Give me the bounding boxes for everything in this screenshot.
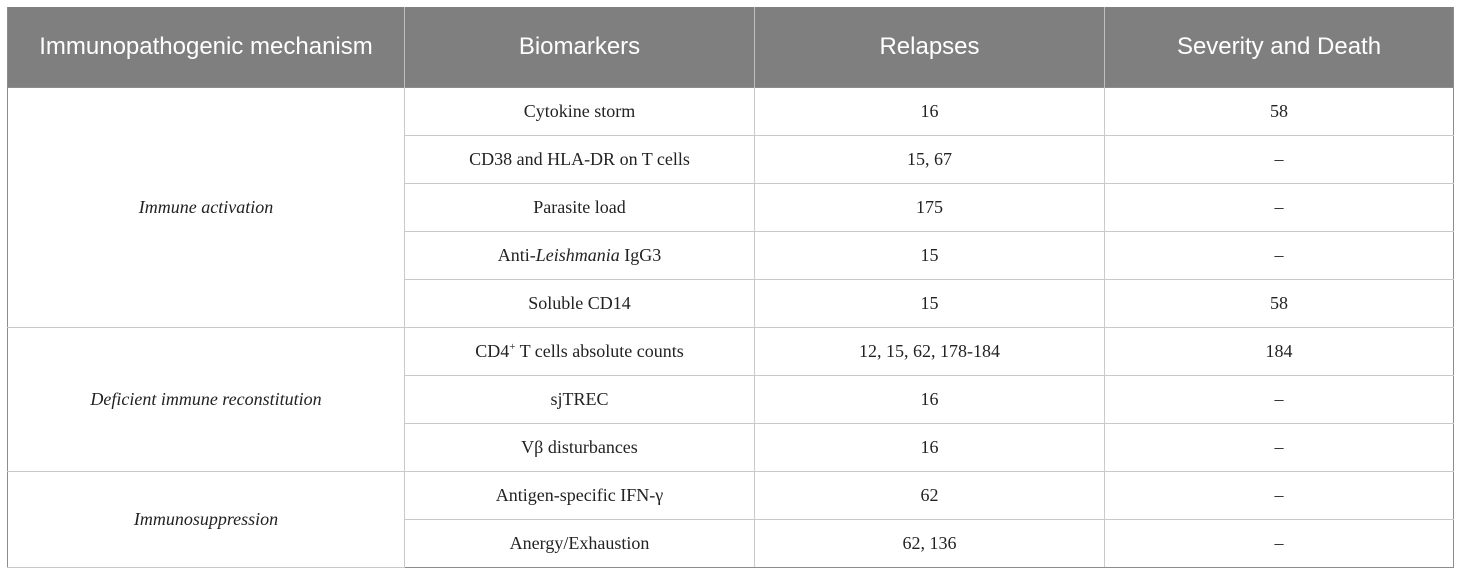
biomarker-cell: CD4+ T cells absolute counts [404, 327, 755, 376]
table-row: sjTREC 16 – [8, 375, 1454, 424]
biomarker-cell: Soluble CD14 [404, 279, 755, 328]
biomarkers-table: Immunopathogenic mechanism Biomarkers Re… [7, 7, 1454, 568]
severity-cell: – [1104, 183, 1454, 232]
relapses-cell: 15 [754, 231, 1105, 280]
relapses-cell: 12, 15, 62, 178-184 [754, 327, 1105, 376]
relapses-cell: 62, 136 [754, 519, 1105, 568]
mechanism-cell: Immunosuppression [7, 471, 405, 568]
biomarker-prefix: Anti- [497, 245, 536, 265]
mechanism-cell: Immune activation [7, 87, 405, 328]
severity-cell: – [1104, 519, 1454, 568]
severity-cell: – [1104, 471, 1454, 520]
biomarker-cell: Antigen-specific IFN-γ [404, 471, 755, 520]
header-mechanism: Immunopathogenic mechanism [7, 7, 405, 88]
header-row: Immunopathogenic mechanism Biomarkers Re… [7, 7, 1454, 88]
relapses-cell: 15, 67 [754, 135, 1105, 184]
biomarker-superscript: + [509, 341, 516, 353]
table-row: Immune activation Cytokine storm 16 58 [7, 87, 1454, 328]
header-biomarkers: Biomarkers [404, 7, 755, 88]
biomarker-prefix: CD4 [475, 341, 510, 361]
biomarker-cell: Anergy/Exhaustion [404, 519, 755, 568]
severity-cell: – [1104, 423, 1454, 472]
severity-cell: – [1104, 135, 1454, 184]
biomarker-cell: CD38 and HLA-DR on T cells [404, 135, 755, 184]
biomarker-cell: Cytokine storm [404, 87, 755, 136]
biomarker-cell: Vβ disturbances [404, 423, 755, 472]
relapses-cell: 16 [754, 375, 1105, 424]
table-header: Immunopathogenic mechanism Biomarkers Re… [7, 7, 1454, 88]
severity-cell: – [1104, 375, 1454, 424]
relapses-cell: 175 [754, 183, 1105, 232]
severity-cell: – [1104, 231, 1454, 280]
biomarker-suffix: T cells absolute counts [515, 341, 684, 361]
table-row: Immunosuppression Antigen-specific IFN-γ… [7, 471, 1454, 568]
biomarker-cell: Anti-Leishmania IgG3 [404, 231, 755, 280]
relapses-cell: 62 [754, 471, 1105, 520]
table-row: Anti-Leishmania IgG3 15 – [8, 231, 1454, 280]
severity-cell: 58 [1104, 87, 1454, 136]
biomarker-italic: Leishmania [535, 245, 620, 265]
relapses-cell: 15 [754, 279, 1105, 328]
table-row: CD38 and HLA-DR on T cells 15, 67 – [8, 135, 1454, 184]
relapses-cell: 16 [754, 423, 1105, 472]
relapses-cell: 16 [754, 87, 1105, 136]
table-row: Vβ disturbances 16 – [8, 423, 1454, 472]
header-severity-death: Severity and Death [1104, 7, 1454, 88]
biomarker-cell: Parasite load [404, 183, 755, 232]
biomarker-cell: sjTREC [404, 375, 755, 424]
table-row: Deficient immune reconstitution CD4+ T c… [7, 327, 1454, 472]
header-relapses: Relapses [754, 7, 1105, 88]
table-row: Anergy/Exhaustion 62, 136 – [8, 519, 1454, 568]
severity-cell: 58 [1104, 279, 1454, 328]
mechanism-cell: Deficient immune reconstitution [7, 327, 405, 472]
biomarker-suffix: IgG3 [619, 245, 662, 265]
table-body: Immune activation Cytokine storm 16 58 C… [7, 87, 1454, 568]
severity-cell: 184 [1104, 327, 1454, 376]
